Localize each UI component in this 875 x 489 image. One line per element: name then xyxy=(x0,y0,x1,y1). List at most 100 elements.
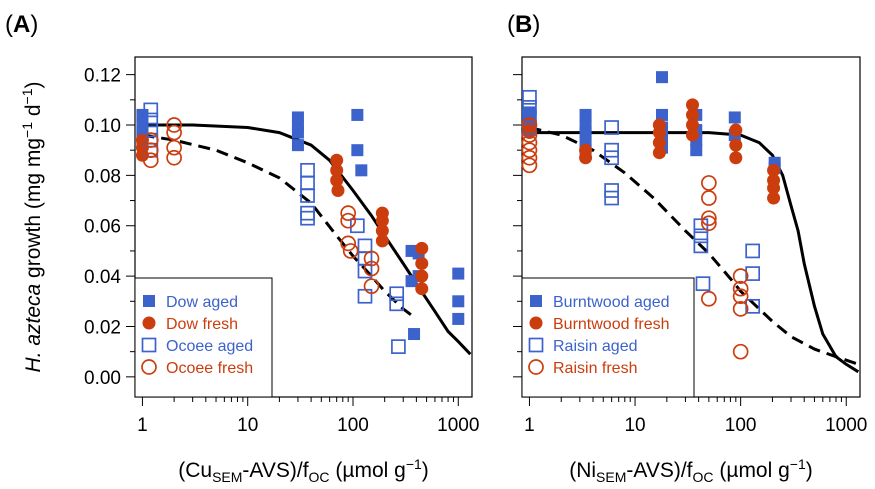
y-tick-label: 0.00 xyxy=(84,368,121,389)
data-point xyxy=(745,243,761,259)
data-point xyxy=(732,268,749,284)
data-point xyxy=(579,151,593,165)
data-point xyxy=(355,164,368,177)
data-point xyxy=(732,301,749,317)
fit-curve-solid xyxy=(142,123,472,356)
legend: Dow aged Dow fresh Ocoee aged Ocoee fresh xyxy=(134,277,273,398)
legend-marker xyxy=(528,359,544,375)
data-point xyxy=(701,175,717,191)
data-point xyxy=(728,111,741,124)
data-point xyxy=(452,312,465,325)
legend-label: Raisin aged xyxy=(553,338,638,355)
data-point xyxy=(729,123,743,137)
data-point xyxy=(732,343,749,360)
data-point xyxy=(693,228,709,244)
data-point xyxy=(351,144,364,157)
data-point xyxy=(340,212,357,229)
data-point xyxy=(357,238,373,254)
data-point xyxy=(143,112,159,128)
fit-curve-dashed xyxy=(142,133,418,321)
data-point xyxy=(685,128,699,142)
legend-item: Raisin aged xyxy=(528,337,638,355)
data-point xyxy=(389,296,405,312)
y-tick-label: 0.10 xyxy=(84,116,121,137)
legend-item: Ocoee aged xyxy=(141,337,253,355)
x-tick-label: 10 xyxy=(237,415,258,436)
data-point xyxy=(405,244,418,257)
data-point xyxy=(604,120,619,135)
data-point xyxy=(166,139,182,156)
panel-label: (A) xyxy=(5,11,38,38)
legend-item: Raisin fresh xyxy=(528,359,637,377)
data-point xyxy=(767,181,781,195)
data-point xyxy=(350,218,365,234)
data-point xyxy=(166,117,182,133)
data-point xyxy=(415,241,429,255)
x-axis-label: (NiSEM-AVS)/fOC (µmol g−1) xyxy=(569,456,813,485)
data-point xyxy=(363,260,380,277)
data-point xyxy=(363,250,380,267)
data-point xyxy=(652,126,666,140)
data-point xyxy=(300,205,315,221)
data-point xyxy=(136,108,149,121)
data-point xyxy=(143,122,159,138)
data-point xyxy=(685,98,699,112)
series-raisin-fresh xyxy=(521,117,749,360)
legend-item: Burntwood fresh xyxy=(529,316,670,333)
data-point xyxy=(729,151,743,165)
data-point xyxy=(142,132,159,148)
data-point xyxy=(701,290,717,307)
data-point xyxy=(767,163,781,177)
data-point xyxy=(579,126,592,139)
data-point xyxy=(357,288,373,304)
data-point xyxy=(330,163,344,177)
series-ocoee-fresh xyxy=(142,117,380,295)
data-point xyxy=(701,190,717,206)
data-point xyxy=(693,238,709,254)
data-point xyxy=(521,142,538,159)
data-point xyxy=(142,152,159,169)
data-point xyxy=(523,106,536,119)
panel-label: (B) xyxy=(507,11,540,38)
data-point xyxy=(135,148,149,162)
data-point xyxy=(375,224,389,238)
data-point xyxy=(604,183,619,198)
data-point xyxy=(729,138,743,152)
legend-marker xyxy=(528,337,544,353)
data-point xyxy=(579,108,592,121)
data-point xyxy=(415,282,429,296)
legend-item: Burntwood aged xyxy=(530,294,670,311)
series-burntwood-fresh xyxy=(522,98,781,205)
x-tick-label: 10 xyxy=(624,415,645,436)
legend-label: Burntwood fresh xyxy=(553,316,670,333)
data-point xyxy=(701,215,717,232)
data-point xyxy=(690,144,703,157)
panel-a: (A) 1 10 100 1000 0.00 0.02 0.04 0.06 0.08 0.10 0.1… xyxy=(5,11,479,485)
y-tick-label: 0.12 xyxy=(84,66,121,87)
legend-label: Raisin fresh xyxy=(553,360,637,377)
data-point xyxy=(330,173,344,187)
series-ocoee-aged xyxy=(143,102,406,354)
data-point xyxy=(342,243,359,259)
legend-marker xyxy=(529,316,543,330)
data-point xyxy=(331,183,345,197)
x-tick-label: 1000 xyxy=(825,415,867,436)
legend-box xyxy=(134,277,273,398)
data-point xyxy=(300,175,315,191)
data-point xyxy=(656,108,669,121)
data-point xyxy=(166,149,182,166)
data-point xyxy=(452,267,465,280)
data-point xyxy=(685,118,699,132)
legend-label: Ocoee aged xyxy=(166,338,253,355)
fit-curve-dashed xyxy=(529,126,859,366)
data-point xyxy=(375,214,389,228)
legend-item: Dow fresh xyxy=(142,316,238,333)
data-point xyxy=(291,126,304,139)
data-point xyxy=(652,146,666,160)
data-point xyxy=(415,269,429,283)
data-point xyxy=(604,142,619,158)
legend-marker xyxy=(143,295,155,307)
data-point xyxy=(732,280,749,297)
data-point xyxy=(685,108,699,122)
data-point xyxy=(701,210,717,227)
